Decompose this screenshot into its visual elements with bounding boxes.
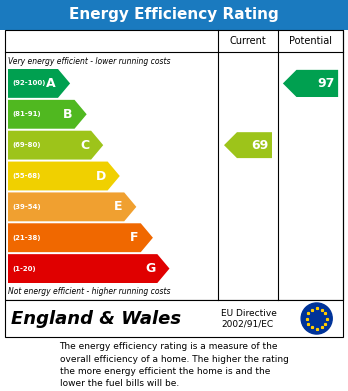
Text: Not energy efficient - higher running costs: Not energy efficient - higher running co… [8, 287, 171, 296]
Text: (81-91): (81-91) [12, 111, 41, 117]
Text: (1-20): (1-20) [12, 265, 35, 272]
Polygon shape [8, 161, 120, 190]
Text: E: E [114, 200, 122, 213]
Text: England & Wales: England & Wales [11, 310, 181, 328]
Bar [0, 0, 348, 30]
Text: Very energy efficient - lower running costs: Very energy efficient - lower running co… [8, 57, 171, 66]
Text: D: D [95, 170, 106, 183]
Bar [5, 300, 343, 337]
Text: C: C [80, 139, 89, 152]
Polygon shape [8, 100, 87, 129]
Text: (21-38): (21-38) [12, 235, 40, 241]
Text: B: B [63, 108, 72, 121]
Text: (55-68): (55-68) [12, 173, 40, 179]
Polygon shape [8, 223, 153, 252]
Text: A: A [46, 77, 56, 90]
Text: 97: 97 [318, 77, 335, 90]
Polygon shape [283, 70, 338, 97]
Text: G: G [145, 262, 155, 275]
Text: (92-100): (92-100) [12, 81, 45, 86]
Text: Potential: Potential [289, 36, 332, 46]
Polygon shape [8, 192, 136, 221]
Text: F: F [130, 231, 139, 244]
Polygon shape [8, 254, 169, 283]
Polygon shape [8, 131, 103, 160]
Text: EU Directive
2002/91/EC: EU Directive 2002/91/EC [221, 309, 277, 328]
Text: (69-80): (69-80) [12, 142, 40, 148]
Text: 69: 69 [252, 139, 269, 152]
Polygon shape [8, 69, 70, 98]
Text: (39-54): (39-54) [12, 204, 41, 210]
Polygon shape [224, 132, 272, 158]
Text: Current: Current [230, 36, 266, 46]
Circle shape [301, 303, 332, 334]
Text: Energy Efficiency Rating: Energy Efficiency Rating [69, 7, 279, 23]
Text: The energy efficiency rating is a measure of the
overall efficiency of a home. T: The energy efficiency rating is a measur… [60, 342, 288, 389]
Bar [5, 30, 343, 300]
